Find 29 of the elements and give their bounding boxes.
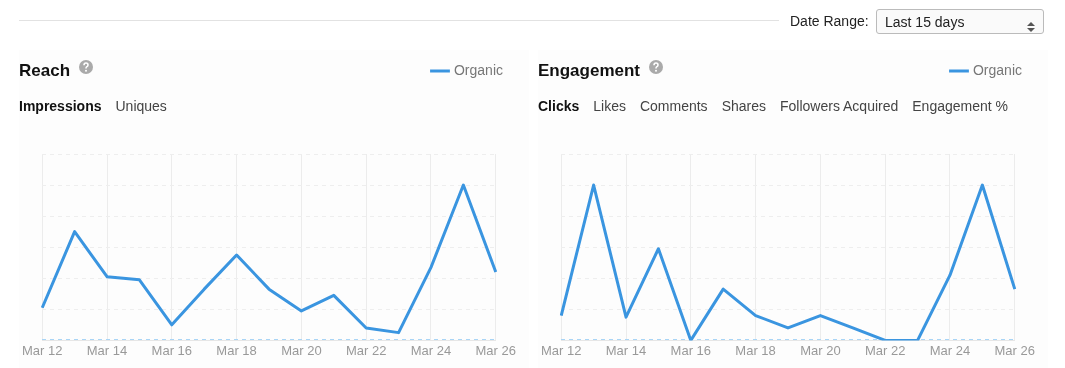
x-tick-label: Mar 22	[345, 342, 387, 358]
text: Date Range:	[790, 13, 869, 29]
text: Impressions	[19, 98, 102, 114]
x-tick-label: Mar 16	[670, 342, 712, 358]
text: Engagement %	[912, 98, 1008, 114]
x-tick-label: Mar 12	[541, 342, 582, 358]
x-tick-label: Mar 16	[151, 342, 193, 358]
text: Likes	[593, 98, 626, 114]
text: Clicks	[538, 98, 580, 114]
text: Followers Acquired	[779, 98, 899, 114]
x-tick-label: Mar 18	[735, 342, 776, 358]
legend-label: Organic	[453, 61, 504, 78]
x-tick-label: Mar 18	[216, 342, 257, 358]
chart-title: Reach	[19, 60, 72, 81]
text: Comments	[639, 98, 708, 114]
legend-label: Organic	[972, 61, 1023, 78]
x-tick-label: Mar 14	[86, 342, 128, 358]
x-tick-label: Mar 24	[410, 342, 452, 358]
x-tick-label: Mar 22	[864, 342, 906, 358]
text: Shares	[721, 98, 766, 114]
x-tick-label: Mar 20	[800, 342, 841, 358]
text: Uniques	[115, 98, 167, 114]
x-tick-label: Mar 26	[475, 342, 516, 358]
x-tick-label: Mar 12	[22, 342, 63, 358]
x-tick-label: Mar 14	[605, 342, 647, 358]
x-tick-label: Mar 26	[994, 342, 1035, 358]
x-tick-label: Mar 24	[929, 342, 971, 358]
x-tick-label: Mar 20	[281, 342, 322, 358]
chart-title: Engagement	[538, 60, 642, 81]
